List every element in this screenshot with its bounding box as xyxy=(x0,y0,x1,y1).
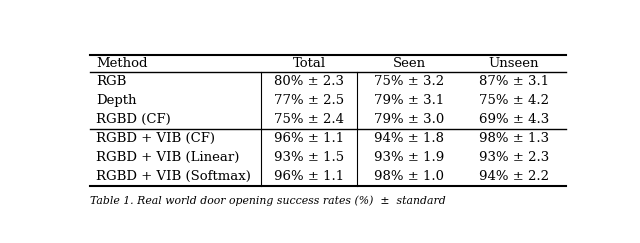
Text: 69% ± 4.3: 69% ± 4.3 xyxy=(479,113,549,126)
Text: 75% ± 2.4: 75% ± 2.4 xyxy=(274,113,344,126)
Text: 77% ± 2.5: 77% ± 2.5 xyxy=(274,94,344,107)
Text: Depth: Depth xyxy=(96,94,136,107)
Text: 98% ± 1.0: 98% ± 1.0 xyxy=(374,170,444,183)
Text: RGBD + VIB (CF): RGBD + VIB (CF) xyxy=(96,132,215,145)
Text: 98% ± 1.3: 98% ± 1.3 xyxy=(479,132,548,145)
Text: Seen: Seen xyxy=(392,57,426,70)
Text: Table 1. Real world door opening success rates (%)  ±  standard: Table 1. Real world door opening success… xyxy=(90,196,445,206)
Text: 75% ± 3.2: 75% ± 3.2 xyxy=(374,75,444,88)
Text: RGBD + VIB (Softmax): RGBD + VIB (Softmax) xyxy=(96,170,251,183)
Text: 96% ± 1.1: 96% ± 1.1 xyxy=(274,132,344,145)
Text: Unseen: Unseen xyxy=(488,57,539,70)
Text: 96% ± 1.1: 96% ± 1.1 xyxy=(274,170,344,183)
Text: 87% ± 3.1: 87% ± 3.1 xyxy=(479,75,548,88)
Text: 93% ± 2.3: 93% ± 2.3 xyxy=(479,151,549,164)
Text: 80% ± 2.3: 80% ± 2.3 xyxy=(274,75,344,88)
Text: Total: Total xyxy=(292,57,326,70)
Text: 79% ± 3.0: 79% ± 3.0 xyxy=(374,113,444,126)
Text: 79% ± 3.1: 79% ± 3.1 xyxy=(374,94,444,107)
Text: 93% ± 1.5: 93% ± 1.5 xyxy=(274,151,344,164)
Text: Method: Method xyxy=(96,57,147,70)
Text: RGBD + VIB (Linear): RGBD + VIB (Linear) xyxy=(96,151,239,164)
Text: 94% ± 1.8: 94% ± 1.8 xyxy=(374,132,444,145)
Text: 94% ± 2.2: 94% ± 2.2 xyxy=(479,170,548,183)
Text: RGB: RGB xyxy=(96,75,126,88)
Text: RGBD (CF): RGBD (CF) xyxy=(96,113,171,126)
Text: 75% ± 4.2: 75% ± 4.2 xyxy=(479,94,548,107)
Text: 93% ± 1.9: 93% ± 1.9 xyxy=(374,151,444,164)
